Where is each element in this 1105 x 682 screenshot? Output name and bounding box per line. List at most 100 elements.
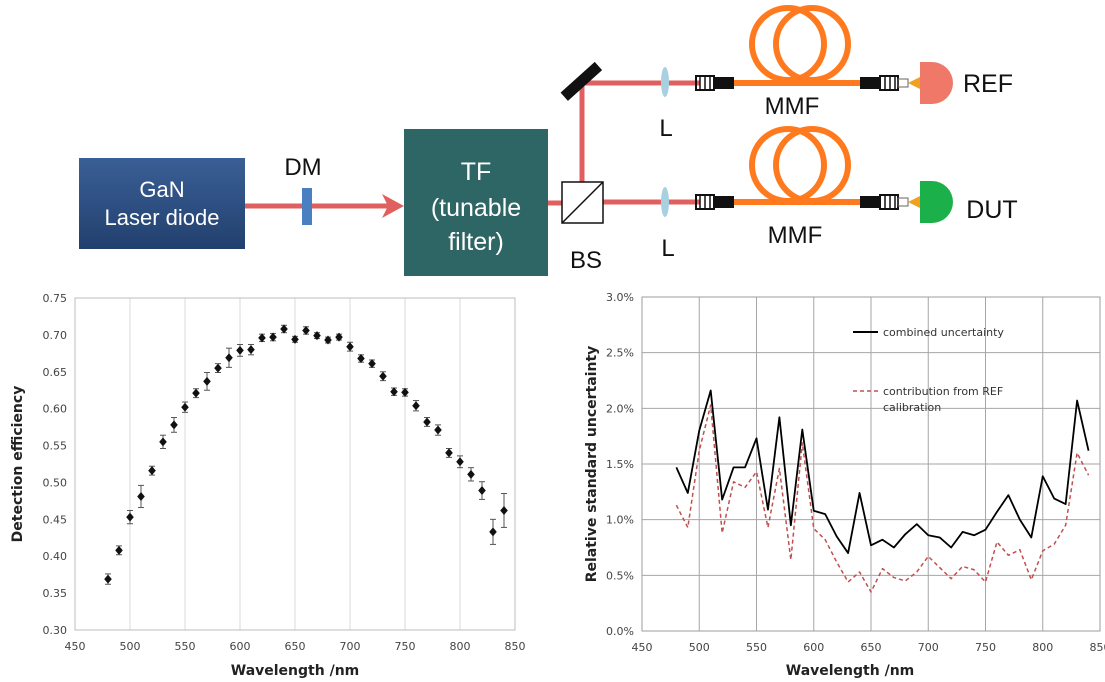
data-point [412,401,420,411]
dm-label: DM [284,154,321,181]
left-chart-y-tick: 0.75 [43,292,68,305]
legend-label-combined: combined uncertainty [883,326,1004,339]
data-point [236,345,244,355]
left-chart-grid [129,298,461,630]
detection-efficiency-chart: 450 500 550 600 650 700 750 800 850 0.30 0.35 0.40 0… [10,292,526,679]
right-chart-y-tick: 1.5% [606,458,634,471]
right-chart-x-tick: 500 [689,641,710,654]
right-chart-x-tick: 700 [918,641,939,654]
right-chart-plot-border [641,296,1101,632]
right-chart-x-tick: 600 [803,641,824,654]
left-chart-x-tick: 600 [230,640,251,653]
data-point [434,425,442,435]
left-chart-data-points [104,324,508,585]
right-chart-y-tick: 2.5% [606,347,634,360]
series-line-ref-calibration [675,404,1090,593]
left-chart-x-tick: 800 [450,640,471,653]
data-point [313,331,321,341]
left-chart-tick-labels: 450 500 550 600 650 700 750 800 850 0.30 0.35 0.40 0… [43,292,526,653]
right-chart-y-tick: 0.5% [606,569,634,582]
data-point [489,527,497,537]
series-line-combined [675,389,1090,554]
right-chart-y-axis-title: Relative standard uncertainty [584,346,600,583]
data-point [203,376,211,386]
optical-setup-diagram: GaN Laser diode DM TF (tunable filter) B… [79,5,1018,276]
left-chart-y-axis-title: Detection efficiency [10,386,26,543]
data-point [379,371,387,381]
tunable-filter-box [404,129,548,276]
data-point [137,491,145,501]
data-point [214,363,222,373]
data-point [148,466,156,476]
fold-mirror [560,61,603,101]
left-chart-y-tick: 0.40 [43,550,68,563]
right-chart-y-tick: 1.0% [606,514,634,527]
left-chart-x-tick: 650 [285,640,306,653]
data-point [302,325,310,335]
right-chart-grid [642,297,1100,631]
data-point [500,505,508,515]
left-chart-y-tick: 0.50 [43,476,68,489]
relative-uncertainty-chart: 450 500 550 600 650 700 750 800 850 0.0% 0.5% 1.0% 1… [584,291,1105,679]
lens-top-label: L [659,115,672,142]
data-point [390,387,398,397]
tf-label-line1: TF [461,158,492,186]
right-chart-x-tick: 800 [1032,641,1053,654]
data-point [280,324,288,334]
ref-label: REF [963,70,1013,98]
right-chart-tick-labels: 450 500 550 600 650 700 750 800 850 0.0% 0.5% 1.0% 1… [606,291,1105,654]
data-point [467,469,475,479]
data-point [324,335,332,345]
right-chart-y-tick: 2.0% [606,402,634,415]
right-chart-x-tick: 850 [1090,641,1105,654]
right-chart-legend: combined uncertainty contribution from R… [853,326,1007,414]
data-point [346,342,354,352]
data-point [170,420,178,430]
data-point [423,417,431,427]
data-point [247,345,255,355]
data-point [126,512,134,522]
laser-label-line1: GaN [139,177,184,202]
dichroic-mirror [302,188,312,225]
laser-diode-box [79,158,245,249]
data-point [291,334,299,344]
data-point [225,353,233,363]
fiber-connector-bottom-left [695,194,734,210]
left-chart-x-tick: 500 [120,640,141,653]
data-point [192,388,200,398]
left-chart-x-axis-title: Wavelength /nm [231,663,360,679]
right-chart-x-tick: 450 [632,641,653,654]
fiber-connector-top-right [860,75,920,91]
left-chart-y-tick: 0.45 [43,513,68,526]
tf-label-line2: (tunable [431,194,521,222]
mmf-bottom-label: MMF [768,222,823,249]
beam-splitter-diagonal [561,181,604,224]
data-point [456,457,464,467]
tf-label-line3: filter) [448,228,504,256]
left-chart-y-tick: 0.60 [43,403,68,416]
fiber-coil-top [749,5,851,83]
data-point [335,332,343,342]
data-point [258,333,266,343]
left-chart-x-tick: 700 [340,640,361,653]
right-chart-x-tick: 550 [746,641,767,654]
left-chart-x-tick: 750 [395,640,416,653]
data-point [115,545,123,555]
right-chart-x-axis-title: Wavelength /nm [786,663,915,679]
data-point [478,486,486,496]
lens-bottom [661,187,669,217]
left-chart-x-tick: 850 [505,640,526,653]
right-chart-y-tick: 3.0% [606,291,634,304]
fiber-coil-bottom [749,126,851,204]
left-chart-y-tick: 0.70 [43,329,68,342]
fiber-connector-bottom-right [860,194,920,210]
data-point [357,353,365,363]
left-chart-y-tick: 0.55 [43,440,68,453]
legend-label-ref: contribution from REF calibration [883,385,1007,414]
data-point [401,387,409,397]
data-point [104,574,112,584]
ref-detector [920,62,953,104]
data-point [368,359,376,369]
data-point [445,448,453,458]
data-point [159,437,167,447]
